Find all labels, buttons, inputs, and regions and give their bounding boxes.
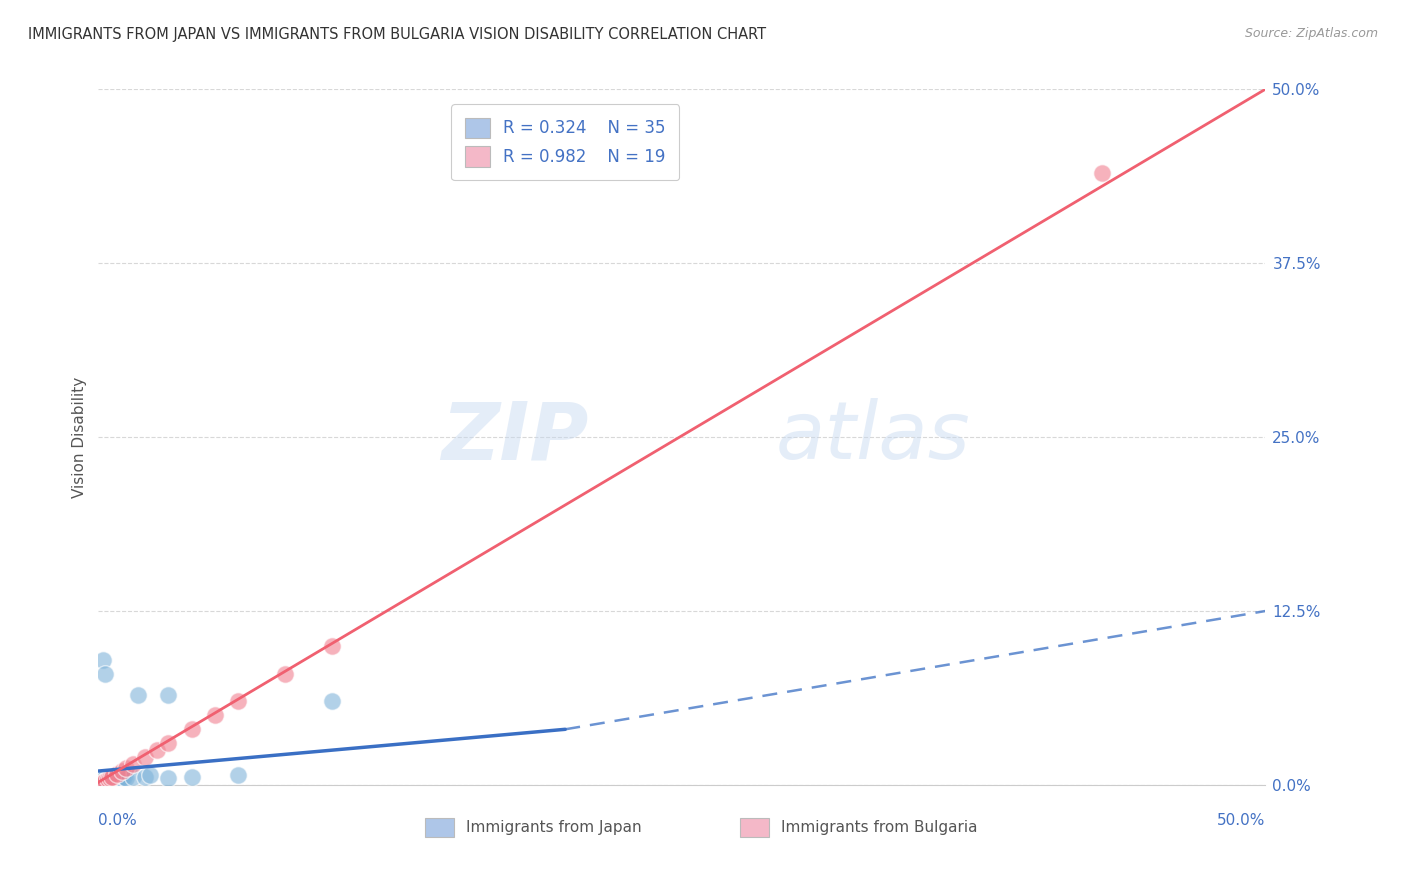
Point [115, 771, 138, 785]
Point [134, 750, 156, 764]
Point [98, 773, 121, 788]
Point [91, 775, 114, 789]
Point [104, 772, 127, 787]
Point [228, 768, 250, 782]
Point [90, 776, 112, 790]
Text: atlas: atlas [775, 398, 970, 476]
Point [122, 757, 145, 772]
Point [180, 723, 202, 737]
Point [101, 770, 124, 784]
Point [1091, 166, 1114, 180]
Point [321, 694, 343, 708]
Point [180, 770, 202, 784]
Point [105, 767, 128, 781]
Point [105, 772, 128, 787]
Point [94, 666, 117, 681]
Point [97, 773, 120, 788]
Point [111, 764, 134, 778]
Text: Immigrants from Bulgaria: Immigrants from Bulgaria [782, 820, 977, 835]
Point [105, 771, 128, 785]
Text: IMMIGRANTS FROM JAPAN VS IMMIGRANTS FROM BULGARIA VISION DISABILITY CORRELATION : IMMIGRANTS FROM JAPAN VS IMMIGRANTS FROM… [28, 27, 766, 42]
Point [204, 708, 226, 723]
Point [91, 772, 114, 787]
Text: ZIP: ZIP [441, 398, 589, 476]
Point [97, 771, 120, 785]
Point [274, 666, 297, 681]
FancyBboxPatch shape [741, 818, 769, 837]
Text: 0.0%: 0.0% [98, 813, 138, 828]
Point [122, 770, 145, 784]
Point [91, 773, 114, 788]
Point [157, 736, 180, 750]
Point [94, 775, 117, 789]
Point [321, 639, 343, 653]
Point [134, 770, 156, 784]
Point [97, 772, 120, 787]
Point [101, 773, 124, 788]
Text: 50.0%: 50.0% [1218, 813, 1265, 828]
Y-axis label: Vision Disability: Vision Disability [72, 376, 87, 498]
Text: Immigrants from Japan: Immigrants from Japan [465, 820, 641, 835]
Point [98, 771, 121, 785]
Point [98, 772, 121, 787]
Point [112, 770, 135, 784]
Point [115, 761, 138, 775]
FancyBboxPatch shape [425, 818, 454, 837]
Point [101, 772, 124, 787]
Point [91, 775, 114, 789]
Point [104, 771, 127, 785]
Point [94, 771, 117, 785]
Text: Source: ZipAtlas.com: Source: ZipAtlas.com [1244, 27, 1378, 40]
Point [139, 768, 162, 782]
Point [90, 775, 112, 789]
Point [228, 694, 250, 708]
Point [108, 771, 131, 785]
Point [127, 688, 149, 702]
Point [94, 773, 117, 788]
Point [91, 653, 114, 667]
Point [97, 772, 120, 787]
Legend: R = 0.324    N = 35, R = 0.982    N = 19: R = 0.324 N = 35, R = 0.982 N = 19 [451, 104, 679, 180]
Point [157, 688, 180, 702]
Point [157, 771, 180, 785]
Point [111, 771, 134, 785]
Point [146, 743, 169, 757]
Point [98, 771, 121, 785]
Point [94, 773, 117, 788]
Point [101, 770, 124, 784]
